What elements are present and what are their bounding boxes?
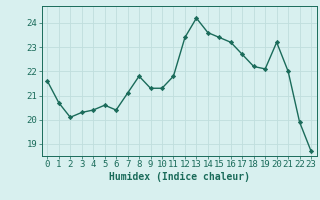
X-axis label: Humidex (Indice chaleur): Humidex (Indice chaleur) bbox=[109, 172, 250, 182]
